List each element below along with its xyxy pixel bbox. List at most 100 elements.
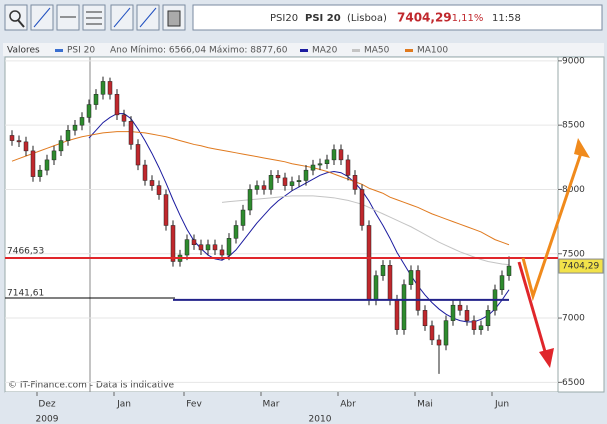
- candle-body: [149, 180, 155, 186]
- candle-body: [107, 81, 113, 95]
- candle-body: [191, 239, 197, 246]
- candle-body: [135, 144, 141, 166]
- candle-body: [296, 180, 302, 182]
- price-box-label: 7404,29: [562, 262, 599, 272]
- candle-body: [324, 159, 330, 164]
- candle-body: [450, 304, 456, 321]
- arrowhead: [539, 348, 554, 368]
- candle-body: [219, 249, 225, 256]
- candle-body: [282, 177, 288, 186]
- candle-body: [16, 140, 22, 143]
- candle-body: [51, 150, 57, 161]
- candle-body: [184, 239, 190, 256]
- legend-swatch: [352, 49, 360, 52]
- icon: [139, 7, 157, 28]
- plot-area: [4, 56, 559, 393]
- quote-box: [192, 4, 603, 31]
- candle-body: [9, 135, 15, 141]
- candle-body: [345, 159, 351, 176]
- legend-label: PSI 20: [67, 46, 95, 56]
- icon: [167, 10, 181, 27]
- legend-swatch: [300, 49, 308, 52]
- y-tick-label: 7000: [562, 314, 585, 324]
- ma-line: [88, 113, 510, 323]
- y-axis-area: [557, 56, 605, 393]
- candle-body: [93, 94, 99, 105]
- quote-change: -1,11%: [448, 13, 483, 24]
- year-label: 2009: [36, 415, 59, 424]
- candle-body: [310, 164, 316, 171]
- candle-body: [415, 270, 421, 311]
- candle-body: [170, 225, 176, 262]
- candle-body: [156, 185, 162, 195]
- quote-exchange: (Lisboa): [347, 13, 387, 24]
- level-label: 7466,53: [7, 247, 44, 257]
- legend-swatch: [405, 49, 413, 52]
- candle-body: [331, 149, 337, 161]
- range-text: Ano Mínimo: 6566,04 Máximo: 8877,60: [110, 46, 288, 56]
- candle-body: [114, 94, 120, 116]
- x-tick-label: Mar: [263, 400, 280, 410]
- quote-code: PSI20: [270, 13, 298, 24]
- candle-body: [506, 265, 512, 276]
- icon: [17, 19, 25, 28]
- arrowhead: [574, 138, 590, 158]
- quote-price: 7404,29: [397, 11, 452, 25]
- candle-body: [436, 339, 442, 346]
- ma-line: [221, 195, 510, 266]
- candle-body: [422, 310, 428, 327]
- legend-swatch: [55, 49, 63, 52]
- candle-body: [352, 175, 358, 190]
- footer: © IT-Finance.com - Data is indicative: [8, 381, 175, 391]
- candle-body: [380, 265, 386, 276]
- candle-body: [338, 149, 344, 161]
- x-axis-area: [5, 392, 558, 422]
- candle-body: [37, 169, 43, 177]
- y-tick-label: 8000: [562, 185, 585, 195]
- candle-body: [457, 304, 463, 311]
- icon: [9, 10, 21, 22]
- toolbar: PSI20 PSI 20 (Lisboa) 7404,29 -1,11% 11:…: [4, 4, 603, 31]
- candle-body: [317, 163, 323, 166]
- icon: [113, 7, 131, 28]
- y-tick-label: 7500: [562, 249, 585, 259]
- candle-body: [254, 185, 260, 190]
- candle-body: [142, 164, 148, 181]
- candle-body: [30, 150, 36, 177]
- down-arrow: [517, 261, 548, 356]
- x-tick-label: Dez: [38, 400, 55, 410]
- candle-body: [464, 310, 470, 321]
- candle-body: [233, 225, 239, 239]
- candle-body: [86, 104, 92, 118]
- x-tick-label: Mai: [417, 400, 433, 410]
- x-tick-label: Fev: [186, 400, 202, 410]
- candle-body: [72, 124, 78, 131]
- candle-body: [429, 325, 435, 341]
- forecast-arrows: [517, 138, 590, 368]
- candle-body: [205, 244, 211, 251]
- candle-body: [44, 159, 50, 171]
- year-label: 2010: [309, 415, 332, 424]
- candle-body: [198, 244, 204, 251]
- candle-body: [240, 209, 246, 226]
- candle-body: [443, 320, 449, 346]
- candle-body: [163, 194, 169, 226]
- candle-body: [408, 270, 414, 285]
- candle-body: [485, 310, 491, 327]
- x-tick-label: Jun: [494, 400, 509, 410]
- candle-body: [394, 299, 400, 330]
- candle-body: [471, 320, 477, 330]
- icon: [33, 7, 51, 28]
- quote-time: 11:58: [492, 13, 521, 24]
- candle-body: [373, 275, 379, 301]
- ma-line: [11, 131, 510, 246]
- candle-body: [366, 225, 372, 301]
- candle-body: [23, 141, 29, 152]
- price-box: [558, 258, 604, 274]
- candle-body: [226, 238, 232, 256]
- candle-body: [121, 114, 127, 122]
- candle-body: [247, 189, 253, 211]
- legend-label: MA20: [312, 46, 338, 56]
- level-label: 7141,61: [7, 288, 44, 298]
